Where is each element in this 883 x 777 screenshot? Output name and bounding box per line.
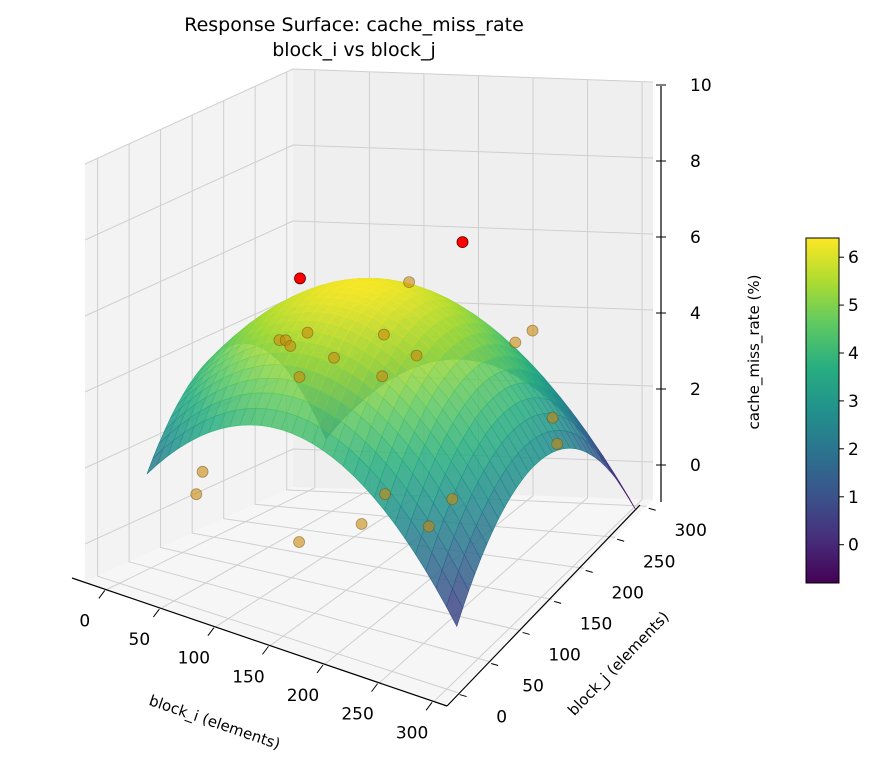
grid-line-y bbox=[160, 129, 521, 631]
data-point bbox=[301, 326, 314, 339]
colorbar-tick-label: 6 bbox=[848, 248, 859, 268]
data-point bbox=[422, 520, 435, 533]
colorbar-tick-label: 2 bbox=[848, 440, 859, 460]
y-tick-mark bbox=[522, 631, 530, 635]
grid-line-z bbox=[84, 68, 654, 165]
data-point bbox=[526, 324, 539, 337]
data-point bbox=[196, 465, 209, 478]
axis-lines bbox=[71, 86, 662, 707]
y-tick-mark bbox=[648, 507, 656, 511]
y-axis-line bbox=[446, 504, 641, 707]
grid-line-x bbox=[324, 77, 534, 665]
data-point bbox=[293, 536, 306, 548]
colorbar-tick-label: 4 bbox=[848, 344, 859, 364]
y-tick-label: 150 bbox=[580, 614, 612, 634]
z-axis-label: cache_miss_rate (%) bbox=[745, 274, 764, 429]
data-point bbox=[293, 371, 306, 383]
colorbar-tick-label: 3 bbox=[848, 392, 859, 412]
x-tick-mark bbox=[98, 590, 106, 599]
data-point bbox=[446, 493, 459, 506]
x-tick-mark bbox=[207, 627, 215, 637]
chart-subtitle: block_i vs block_j bbox=[272, 39, 436, 61]
grid-line-z bbox=[84, 144, 654, 241]
colorbar: 0 1 2 3 4 5 6 bbox=[805, 237, 859, 584]
y-tick-mark bbox=[490, 663, 499, 666]
tick-labels: 0501001502002503000501001502002503000246… bbox=[79, 76, 711, 743]
y-tick-label: 0 bbox=[496, 708, 507, 728]
x-axis-line bbox=[71, 577, 448, 707]
data-point bbox=[376, 370, 389, 383]
grid-line-x bbox=[106, 69, 316, 590]
colorbar-ticks: 0 1 2 3 4 5 6 bbox=[839, 248, 859, 556]
z-tick-label: 6 bbox=[690, 228, 701, 248]
outlier-point bbox=[456, 236, 469, 249]
x-tick-mark bbox=[152, 608, 160, 618]
response-surface bbox=[146, 277, 637, 628]
x-tick-label: 100 bbox=[178, 649, 210, 669]
data-point bbox=[284, 340, 297, 352]
surface-patch bbox=[446, 587, 464, 628]
x-tick-mark bbox=[316, 664, 324, 674]
data-point bbox=[328, 351, 340, 364]
x-tick-label: 250 bbox=[341, 705, 373, 725]
x-tick-label: 150 bbox=[232, 667, 264, 687]
x-tick-mark bbox=[371, 683, 378, 692]
chart-title: Response Surface: cache_miss_rate bbox=[184, 14, 524, 36]
y-tick-mark bbox=[554, 600, 562, 604]
data-point bbox=[509, 336, 522, 349]
z-tick-label: 2 bbox=[690, 380, 701, 400]
z-tick-label: 0 bbox=[690, 456, 701, 476]
z-tick-label: 4 bbox=[690, 304, 701, 324]
colorbar-tick-label: 5 bbox=[848, 296, 859, 316]
data-point bbox=[410, 349, 423, 362]
grid-line-y bbox=[286, 71, 647, 507]
x-tick-mark bbox=[262, 646, 269, 655]
y-tick-mark bbox=[585, 569, 593, 573]
colorbar-gradient bbox=[805, 237, 840, 584]
grid-line-x bbox=[379, 79, 588, 683]
x-tick-label: 50 bbox=[129, 630, 151, 650]
data-point bbox=[551, 437, 564, 450]
z-tick-label: 8 bbox=[690, 152, 701, 172]
data-point bbox=[377, 328, 390, 341]
data-point bbox=[190, 488, 203, 501]
y-tick-mark bbox=[617, 538, 625, 542]
grid-line-y bbox=[128, 143, 490, 662]
outlier-point bbox=[294, 272, 306, 285]
x-tick-label: 0 bbox=[79, 611, 90, 631]
x-tick-label: 200 bbox=[287, 686, 319, 706]
data-point bbox=[355, 518, 368, 530]
y-tick-label: 250 bbox=[643, 552, 675, 572]
data-point bbox=[379, 488, 392, 501]
y-tick-label: 50 bbox=[522, 677, 544, 697]
grid-line-x bbox=[433, 81, 643, 702]
x-axis-label: block_i (elements) bbox=[146, 691, 282, 754]
x-tick-mark bbox=[425, 701, 433, 711]
grid-line-y bbox=[97, 158, 458, 694]
grid-line-z bbox=[84, 220, 654, 317]
y-tick-label: 300 bbox=[674, 521, 706, 541]
data-point bbox=[546, 411, 559, 424]
x-tick-label: 300 bbox=[396, 723, 428, 743]
colorbar-tick-label: 0 bbox=[848, 536, 859, 556]
y-tick-label: 100 bbox=[548, 645, 580, 665]
data-point bbox=[403, 276, 416, 289]
colorbar-tick-label: 1 bbox=[848, 488, 859, 508]
data-points bbox=[190, 236, 564, 548]
y-tick-mark bbox=[459, 694, 467, 698]
y-tick-label: 200 bbox=[611, 583, 643, 603]
left-pane bbox=[85, 69, 293, 582]
z-tick-label: 10 bbox=[690, 76, 712, 96]
